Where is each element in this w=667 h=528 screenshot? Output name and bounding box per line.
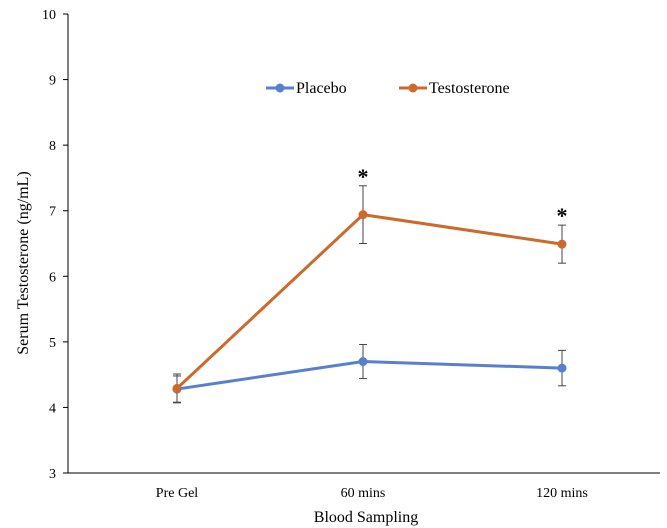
significance-marker: * <box>358 164 369 189</box>
data-point <box>172 383 182 393</box>
legend-swatch-marker <box>275 83 285 93</box>
legend-label: Testosterone <box>429 80 510 97</box>
x-tick-label: Pre Gel <box>156 486 198 501</box>
series-placebo <box>172 343 567 403</box>
data-point <box>557 239 567 249</box>
legend-item-testosterone: Testosterone <box>399 80 510 97</box>
x-tick-label: 60 mins <box>341 486 386 501</box>
y-tick-label: 10 <box>42 8 56 23</box>
series-line <box>176 360 563 391</box>
y-tick-label: 6 <box>49 270 56 285</box>
x-tick-label: 120 mins <box>536 486 588 501</box>
y-tick-label: 9 <box>49 74 56 89</box>
data-point <box>557 363 567 373</box>
y-tick-label: 8 <box>49 139 56 154</box>
legend-swatch-marker <box>408 83 418 93</box>
data-point <box>358 210 368 220</box>
y-tick-label: 4 <box>49 401 56 416</box>
legend-label: Placebo <box>296 80 347 97</box>
legend-item-placebo: Placebo <box>266 80 347 97</box>
y-tick-label: 7 <box>49 205 56 220</box>
y-tick-label: 5 <box>49 336 56 351</box>
significance-marker: * <box>557 203 568 228</box>
x-axis-title: Blood Sampling <box>314 509 418 526</box>
y-tick-label: 3 <box>49 467 56 482</box>
series-testosterone <box>172 185 567 404</box>
y-axis-title: Serum Testosterone (ng/mL) <box>15 171 32 354</box>
data-point <box>358 357 368 367</box>
